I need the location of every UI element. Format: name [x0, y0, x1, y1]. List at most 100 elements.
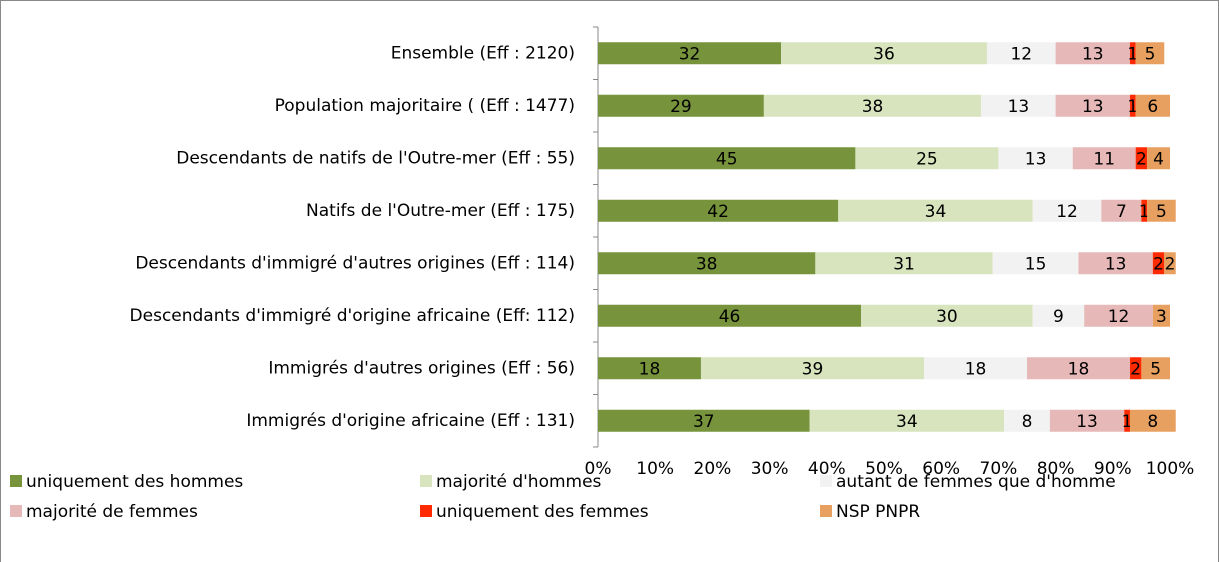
x-tick-label: 60% [922, 459, 960, 479]
category-label: Natifs de l'Outre-mer (Eff : 175) [306, 201, 575, 221]
value-label: 8 [1147, 412, 1158, 432]
bar-segment [1141, 357, 1170, 380]
bar-segment [1135, 42, 1165, 65]
bar-segment [1004, 409, 1050, 432]
category-label: Population majoritaire ( (Eff : 1477) [275, 96, 575, 116]
bar-segment [598, 199, 839, 222]
bar-segment [1049, 409, 1125, 432]
bar-segment [598, 409, 810, 432]
value-label: 13 [1025, 149, 1047, 169]
value-label: 12 [1108, 307, 1130, 327]
bar-segment [815, 252, 993, 275]
value-label: 7 [1116, 202, 1127, 222]
x-tick-label: 80% [1037, 459, 1075, 479]
bar-segment [781, 42, 987, 65]
legend-label: uniquement des hommes [26, 472, 243, 492]
legend-swatch [820, 505, 832, 517]
x-tick-label: 30% [751, 459, 789, 479]
value-label: 18 [965, 359, 987, 379]
value-label: 32 [679, 44, 701, 64]
value-label: 8 [1022, 412, 1033, 432]
legend-swatch [820, 475, 832, 487]
value-label: 5 [1145, 44, 1156, 64]
value-label: 13 [1082, 97, 1104, 117]
value-label: 45 [716, 149, 738, 169]
value-label: 46 [719, 307, 741, 327]
x-tick-label: 0% [585, 459, 612, 479]
bar-segment [1101, 199, 1142, 222]
value-label: 5 [1156, 202, 1167, 222]
value-label: 25 [916, 149, 938, 169]
value-label: 34 [896, 412, 918, 432]
value-label: 39 [802, 359, 824, 379]
value-label: 12 [1056, 202, 1078, 222]
value-label: 6 [1147, 97, 1158, 117]
value-label: 34 [925, 202, 947, 222]
value-label: 31 [893, 254, 915, 274]
bar-segment [598, 252, 816, 275]
category-label: Descendants d'immigré d'origine africain… [130, 306, 575, 326]
bar-segment [598, 94, 764, 117]
value-label: 4 [1153, 149, 1164, 169]
bar-segment [1135, 94, 1170, 117]
value-label: 13 [1082, 44, 1104, 64]
value-label: 1 [1127, 97, 1138, 117]
bar-segment [1147, 147, 1170, 170]
bar-segment [924, 357, 1027, 380]
bar-segment [700, 357, 925, 380]
bar-segment [1129, 409, 1176, 432]
bar-segment [1129, 357, 1142, 380]
value-label: 38 [862, 97, 884, 117]
value-label: 1 [1122, 412, 1133, 432]
x-tick-label: 50% [865, 459, 903, 479]
category-label: Descendants de natifs de l'Outre-mer (Ef… [176, 148, 575, 168]
value-label: 42 [707, 202, 729, 222]
bar-segment [1032, 199, 1102, 222]
value-label: 38 [696, 254, 718, 274]
value-label: 18 [1068, 359, 1090, 379]
bar-segment [1152, 252, 1165, 275]
bar-segment [1129, 94, 1136, 117]
bar-segment [1152, 304, 1170, 327]
category-label: Ensemble (Eff : 2120) [391, 43, 575, 63]
value-label: 11 [1093, 149, 1115, 169]
bar-segment [855, 147, 999, 170]
legend-swatch [420, 475, 432, 487]
bar-segment [1164, 252, 1176, 275]
bar-segment [1078, 252, 1153, 275]
bar-segment [1084, 304, 1153, 327]
x-tick-label: 70% [980, 459, 1018, 479]
legend-swatch [420, 505, 432, 517]
bar-segment [981, 94, 1056, 117]
bar-segment [1129, 42, 1136, 65]
x-tick-label: 40% [808, 459, 846, 479]
legend-label: uniquement des femmes [436, 502, 649, 522]
bar-segment [1055, 42, 1130, 65]
x-tick-label: 90% [1094, 459, 1132, 479]
bar-segment [809, 409, 1005, 432]
bar-segment [861, 304, 1033, 327]
legend-label: majorité d'hommes [436, 472, 602, 492]
legend-label: majorité de femmes [26, 502, 198, 522]
legend-label: NSP PNPR [836, 502, 920, 522]
category-label: Descendants d'immigré d'autres origines … [135, 253, 575, 273]
bar-segment [598, 357, 701, 380]
category-label: Immigrés d'origine africaine (Eff : 131) [246, 411, 575, 431]
bar-segment [992, 252, 1079, 275]
bar-segment [1027, 357, 1130, 380]
value-label: 3 [1156, 307, 1167, 327]
bar-segment [598, 304, 862, 327]
value-label: 2 [1153, 254, 1164, 274]
bar-segment [598, 147, 856, 170]
value-label: 37 [693, 412, 715, 432]
value-label: 13 [1105, 254, 1127, 274]
bar-segment [1055, 94, 1130, 117]
value-label: 13 [1008, 97, 1030, 117]
value-label: 29 [670, 97, 692, 117]
bar-segment [998, 147, 1073, 170]
x-tick-label: 100% [1146, 459, 1195, 479]
legend-swatch [10, 505, 22, 517]
value-label: 9 [1053, 307, 1064, 327]
value-label: 18 [639, 359, 661, 379]
